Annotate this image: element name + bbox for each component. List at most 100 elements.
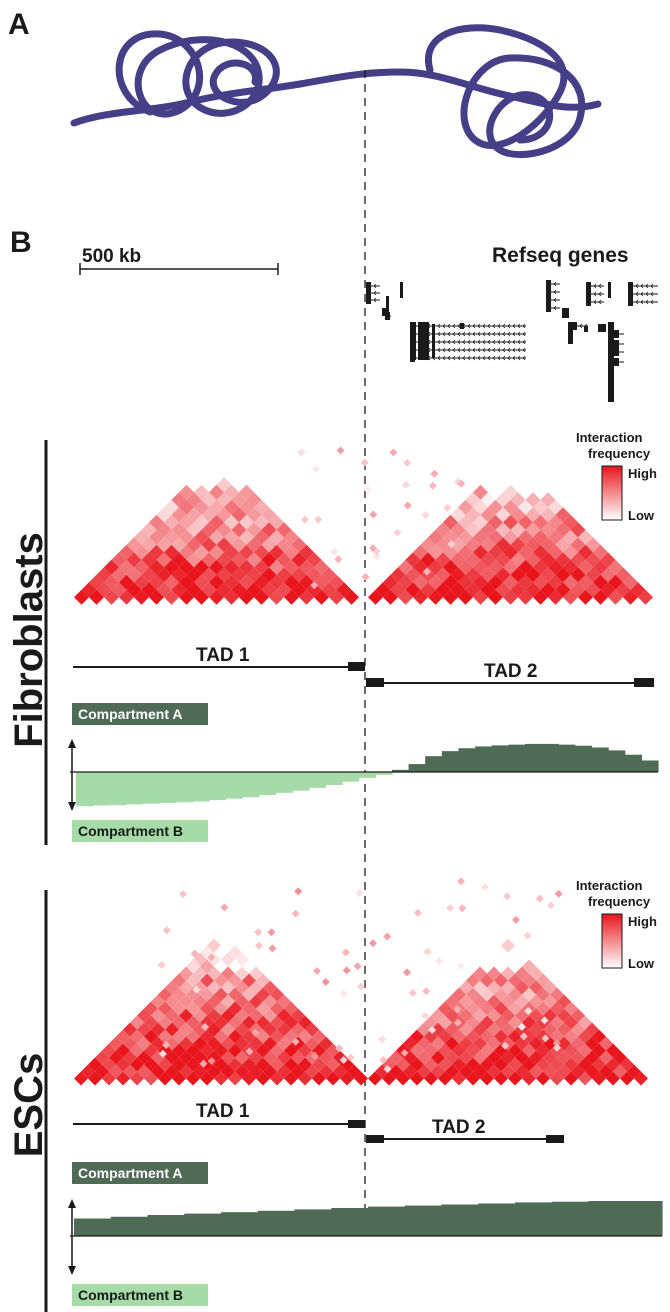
tad-2-label: TAD 2 [432, 1117, 485, 1138]
tad-2-label: TAD 2 [484, 661, 537, 682]
heatmap-cell [356, 982, 365, 991]
gene-strand-arrow [507, 355, 511, 361]
gene-exon [418, 322, 424, 360]
gene-strand-arrow [447, 323, 451, 329]
gene-strand-arrow [598, 299, 602, 305]
escs-compartments: Compartment A Compartment B [68, 1162, 663, 1306]
compartment-b-label: Compartment B [78, 823, 183, 839]
compartment-a-bar [368, 1206, 406, 1236]
heatmap-cell [254, 941, 263, 950]
heatmap-cell [421, 511, 430, 520]
heatmap-cell [335, 1044, 344, 1053]
compartment-a-bar [294, 1209, 332, 1236]
compartment-a-label: Compartment A [78, 1165, 183, 1181]
gene-exon [546, 304, 551, 312]
compartment-b-bar [109, 772, 127, 806]
tad-1-label: TAD 1 [196, 645, 250, 666]
gene-strand-arrow [477, 339, 481, 345]
heatmap-cell [194, 484, 209, 500]
gene-strand-arrow [487, 347, 491, 353]
gene-exon [424, 322, 429, 360]
gene-exon [366, 296, 371, 304]
heatmap-cell [249, 966, 263, 981]
heatmap-cell [512, 915, 521, 924]
heatmap-cell [190, 949, 199, 958]
heatmap-cell [503, 892, 512, 901]
heatmap-cell [314, 515, 323, 524]
compartment-b-bar [308, 772, 327, 788]
heatmap-cell [254, 928, 263, 937]
heatmap-cell [369, 510, 378, 519]
heatmap-cell [423, 947, 432, 956]
compartment-a-bar [541, 743, 559, 772]
gene-strand-arrow [373, 297, 377, 303]
chromatin-fiber [70, 24, 602, 159]
gene-strand-arrow [472, 331, 476, 337]
gene-strand-arrow [512, 323, 516, 329]
tad-1-end-block [348, 662, 365, 671]
compartment-b-bar [225, 772, 243, 799]
gene-exon [598, 324, 606, 332]
heatmap-cell [453, 1005, 462, 1014]
gene-strand-arrow [457, 339, 461, 345]
fibroblasts-compartments: Compartment A Compartment B [68, 703, 659, 842]
legend-title-line2: frequency [588, 894, 651, 909]
gene-strand-arrow [373, 290, 377, 296]
heatmap-cell [422, 567, 431, 576]
heatmap-cell [454, 1018, 463, 1027]
heatmap-cell [552, 1043, 561, 1052]
gene-strand-arrow [635, 283, 639, 289]
heatmap-cell [294, 887, 303, 896]
compartment-b-bar [192, 772, 210, 802]
compartment-a-bar [221, 1212, 259, 1236]
heatmap-cell [552, 1039, 561, 1048]
compartment-b-bar [292, 772, 310, 791]
escs-heatmap [74, 877, 648, 1086]
gene-strand-arrow [442, 347, 446, 353]
heatmap-cell [336, 446, 345, 455]
heatmap-cell [487, 966, 501, 981]
compartment-a-bar [624, 754, 642, 772]
gene-strand-arrow [477, 347, 481, 353]
heatmap-cell [191, 958, 200, 967]
legend-title-line2: frequency [588, 446, 651, 461]
tad-1-label: TAD 1 [196, 1101, 250, 1122]
legend-high-label: High [628, 466, 657, 481]
gene-strand-arrow [507, 331, 511, 337]
gene-strand-arrow [650, 283, 654, 289]
heatmap-cell [428, 1025, 437, 1034]
gene-strand-arrow [497, 347, 501, 353]
compartment-a-bar [524, 743, 543, 772]
heatmap-cell [179, 890, 188, 899]
heatmap-cell [517, 1022, 526, 1031]
heatmap-cell [353, 962, 362, 971]
gene-strand-arrow [477, 331, 481, 337]
gene-exon [366, 282, 371, 290]
gene-strand-arrow [517, 347, 521, 353]
gene-strand-arrow [517, 339, 521, 345]
heatmap-cell [456, 961, 465, 970]
gene-strand-arrow [522, 339, 526, 345]
heatmap-cell [368, 939, 377, 948]
gene-strand-arrow [472, 323, 476, 329]
gene-strand-arrow [447, 347, 451, 353]
heatmap-cell [297, 448, 306, 457]
heatmap-cell [501, 966, 515, 981]
compartment-a-bar [608, 750, 626, 772]
heatmap-cell [228, 945, 242, 960]
gene-strand-arrow [507, 347, 511, 353]
heatmap-cell [422, 987, 431, 996]
gene-strand-arrow [467, 323, 471, 329]
gene-strand-arrow [522, 331, 526, 337]
heatmap-cell [341, 948, 350, 957]
gene-exon [614, 358, 619, 366]
legend-title-line1: Interaction [576, 430, 643, 445]
gene-strand-arrow [553, 297, 557, 303]
gene-exon [366, 289, 371, 297]
heatmap-cell [346, 1053, 355, 1062]
gene-exon [584, 326, 588, 332]
gene-strand-arrow [635, 299, 639, 305]
gene-strand-arrow [640, 283, 644, 289]
gene-strand-arrow [522, 323, 526, 329]
